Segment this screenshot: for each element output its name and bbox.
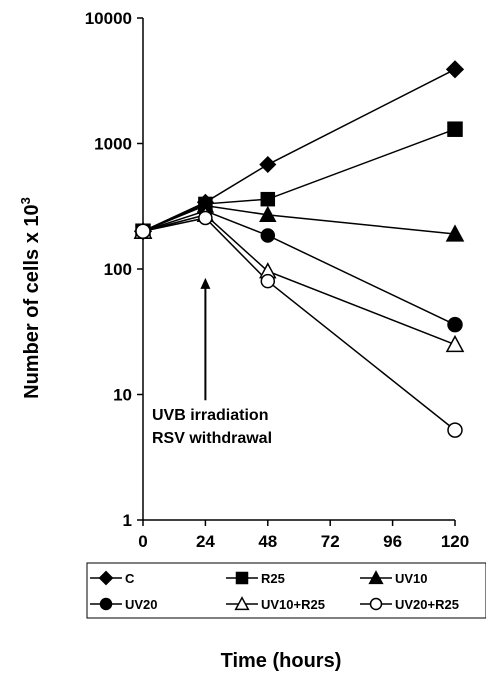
data-point-uv20 xyxy=(447,316,463,333)
x-tick-label: 24 xyxy=(196,532,215,551)
series-line-uv10-r25 xyxy=(142,214,456,346)
data-point-uv10 xyxy=(259,205,277,222)
y-axis-title-superscript: 3 xyxy=(18,197,33,204)
legend-marker-r25 xyxy=(235,571,249,585)
x-axis-title: Time (hours) xyxy=(221,650,342,672)
y-axis-title: Number of cells x 103 xyxy=(18,197,43,399)
y-tick-label: 10000 xyxy=(85,9,132,28)
data-point-uv20-r25 xyxy=(198,210,213,226)
legend-marker-uv20-r25 xyxy=(369,597,383,611)
annotation-arrow-head xyxy=(200,277,211,289)
series-line-c xyxy=(142,68,456,232)
data-point-uv10-r25 xyxy=(445,334,465,353)
y-tick-label: 1 xyxy=(123,511,132,530)
y-axis-title-main: Number of cells x 10 xyxy=(21,204,43,399)
legend-label-uv10: UV10 xyxy=(395,571,428,586)
legend-marker-uv10-r25 xyxy=(234,596,250,611)
legend-marker-uv20 xyxy=(99,597,113,611)
data-point-uv20-r25 xyxy=(260,273,276,289)
x-tick-label: 96 xyxy=(383,532,402,551)
uvb-annotation: UVB irradiation RSV withdrawal xyxy=(152,277,272,447)
data-point-c xyxy=(259,155,277,174)
data-point-r25 xyxy=(260,191,276,207)
series-line-uv10 xyxy=(142,204,456,235)
legend-label-uv20: UV20 xyxy=(125,597,158,612)
legend-label-uv10-r25: UV10+R25 xyxy=(261,597,325,612)
series-line-uv20 xyxy=(142,210,456,326)
annotation-line-1: UVB irradiation xyxy=(152,407,268,424)
data-point-r25 xyxy=(447,121,463,137)
series-markers xyxy=(133,60,465,438)
data-point-uv10 xyxy=(445,224,465,242)
series-line-uv20-r25 xyxy=(142,217,456,431)
legend-box xyxy=(86,562,486,619)
y-tick-label: 100 xyxy=(104,260,132,279)
annotation-line-2: RSV withdrawal xyxy=(152,430,272,447)
data-point-uv20-r25 xyxy=(135,223,151,239)
y-tick-label: 10 xyxy=(113,386,132,405)
legend-label-uv20-r25: UV20+R25 xyxy=(395,597,459,612)
legend-label-r25: R25 xyxy=(261,571,285,586)
data-point-c xyxy=(445,60,465,79)
y-ticks: 1 10 100 1000 10000 xyxy=(85,9,143,530)
x-tick-label: 120 xyxy=(441,532,469,551)
legend: C R25 UV10 UV20 UV10+R25 UV20+R25 xyxy=(86,562,486,619)
x-ticks: 0 24 48 72 96 120 xyxy=(138,520,469,551)
series-line-r25 xyxy=(142,128,456,232)
legend-marker-uv10 xyxy=(368,570,384,585)
x-tick-label: 48 xyxy=(258,532,277,551)
data-point-uv20-r25 xyxy=(447,422,463,438)
x-tick-label: 72 xyxy=(321,532,340,551)
series-lines xyxy=(142,68,456,431)
data-point-uv20 xyxy=(260,228,276,243)
x-tick-label: 0 xyxy=(138,532,147,551)
y-tick-label: 1000 xyxy=(94,135,132,154)
legend-label-c: C xyxy=(125,571,135,586)
legend-marker-c xyxy=(98,570,114,586)
